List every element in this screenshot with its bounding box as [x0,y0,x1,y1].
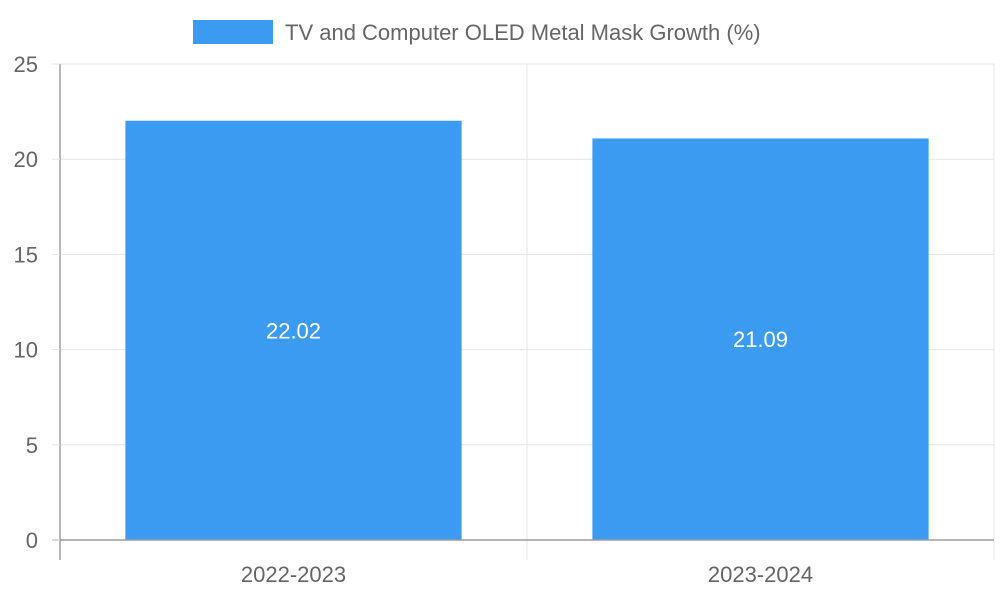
bars [125,120,929,540]
axes [52,64,994,560]
y-tick-label: 10 [14,338,38,363]
bar[interactable] [592,138,929,540]
bar-value-labels: 22.02 21.09 [266,318,788,352]
legend-swatch [193,20,273,44]
y-axis-ticks: 0 5 10 15 20 25 [14,52,60,553]
legend-label: TV and Computer OLED Metal Mask Growth (… [285,20,761,45]
bar-value-label: 22.02 [266,318,321,343]
y-tick-label: 5 [26,433,38,458]
x-tick-label: 2022-2023 [241,562,346,587]
y-tick-label: 20 [14,147,38,172]
legend[interactable]: TV and Computer OLED Metal Mask Growth (… [193,20,761,45]
y-tick-label: 0 [26,528,38,553]
y-tick-label: 25 [14,52,38,77]
x-tick-label: 2023-2024 [708,562,813,587]
bar[interactable] [125,120,462,540]
y-tick-label: 15 [14,242,38,267]
bar-value-label: 21.09 [733,327,788,352]
x-axis-ticks: 2022-2023 2023-2024 [241,562,813,587]
